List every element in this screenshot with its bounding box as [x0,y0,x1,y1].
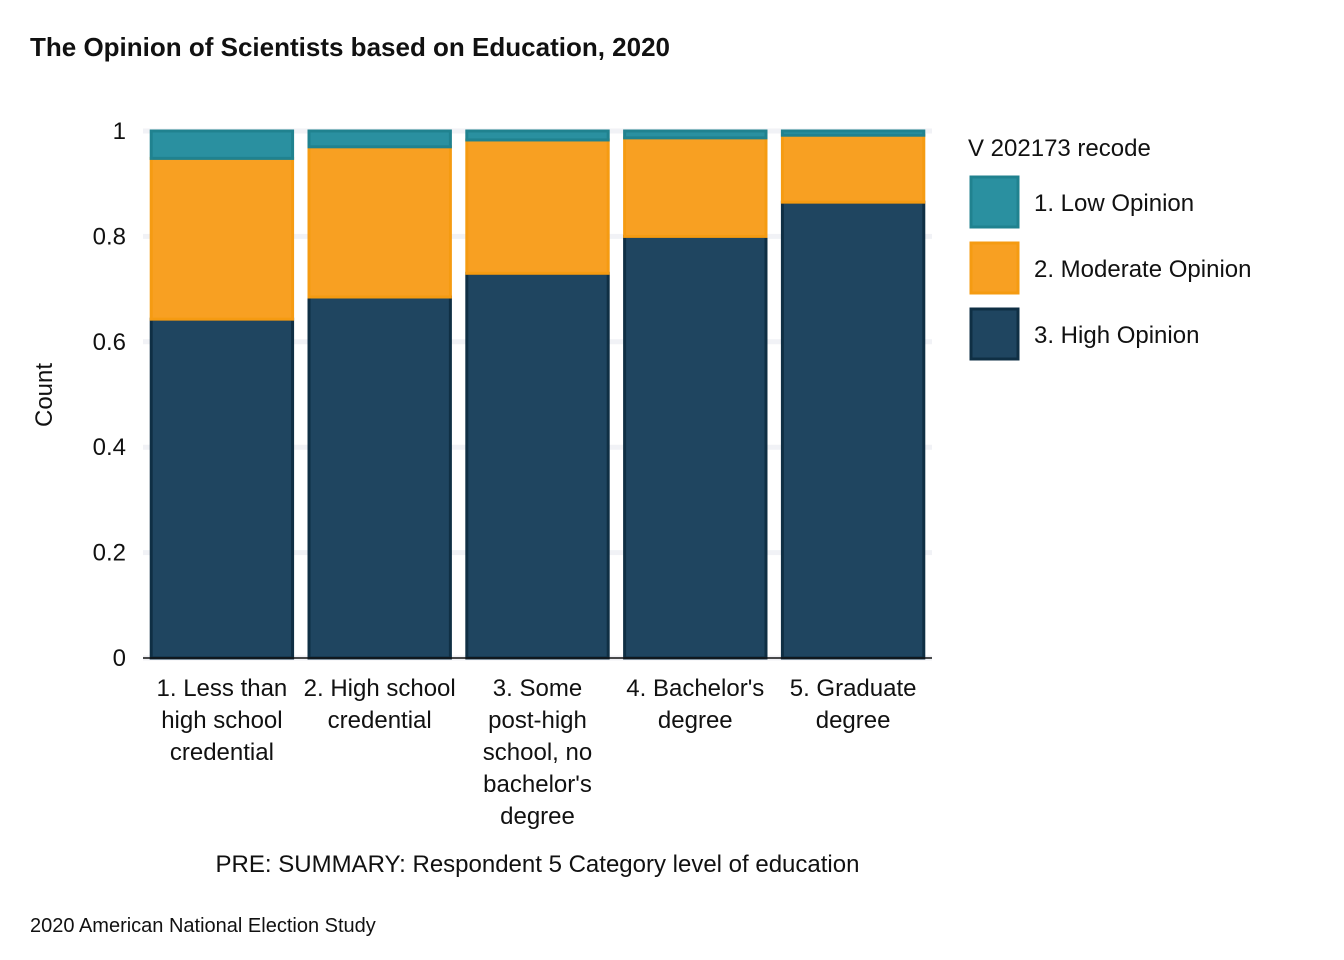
legend-key [969,175,1020,229]
x-tick-label-line: 3. Some [493,675,582,702]
bar-segment [780,200,926,660]
x-tick-label: 2. High school credential [304,675,456,734]
legend-label: 2. Moderate Opinion [1034,256,1251,283]
x-tick-label-line: post-high [488,707,587,734]
bar-segment [465,138,610,275]
x-tick-label-line: credential [170,739,274,766]
y-tick-label: 0.6 [93,329,126,356]
bar-segment [307,129,452,149]
bar-segment [623,234,768,660]
x-tick-label-line: high school [161,707,282,734]
bar-segment [307,145,452,299]
y-tick-label: 0.4 [93,434,126,461]
bar-segment [307,295,452,660]
bar-segment [149,129,295,160]
bar-segment [623,136,768,238]
x-tick-label-line: 2. High school [304,675,456,702]
legend: V 202173 recode 1. Low Opinion 2. Moderat… [968,135,1251,361]
y-tick-label: 0 [113,645,126,672]
x-tick-label: 5. Graduate degree [790,675,917,734]
bar-segment [149,317,295,660]
x-tick-label-line: credential [328,707,432,734]
chart-title: The Opinion of Scientists based on Educa… [30,32,670,62]
x-axis-title: PRE: SUMMARY: Respondent 5 Category leve… [216,851,860,878]
x-tick-label: 3. Some post-high school, no bachelor's degr… [483,675,592,830]
legend-title: V 202173 recode [968,135,1151,162]
x-tick-label-line: bachelor's [483,771,592,798]
y-tick-labels: 0 0.2 0.4 0.6 0.8 1 [93,118,126,672]
legend-key [969,241,1020,295]
bars [149,129,926,660]
bar-segment [465,271,610,660]
y-tick-label: 0.8 [93,223,126,250]
caption: 2020 American National Election Study [30,915,376,937]
y-tick-label: 0.2 [93,540,126,567]
x-tick-label-line: 1. Less than [157,675,288,702]
y-tick-label: 1 [113,118,126,145]
x-tick-label: 1. Less than high school credential [157,675,288,766]
bar-segment [780,129,926,137]
bar-segment [465,129,610,142]
x-tick-label-line: 5. Graduate [790,675,917,702]
x-tick-label-line: degree [816,707,891,734]
x-tick-label-line: degree [500,803,575,830]
legend-label: 3. High Opinion [1034,322,1199,349]
x-tick-label-line: degree [658,707,733,734]
y-axis-title: Count [31,363,58,427]
bar-segment [780,133,926,204]
legend-key [969,307,1020,361]
x-tick-label-line: school, no [483,739,592,766]
x-tick-label: 4. Bachelor's degree [626,675,764,734]
legend-label: 1. Low Opinion [1034,190,1194,217]
bar-segment [149,156,295,321]
x-tick-label-line: 4. Bachelor's [626,675,764,702]
bar-segment [623,129,768,140]
